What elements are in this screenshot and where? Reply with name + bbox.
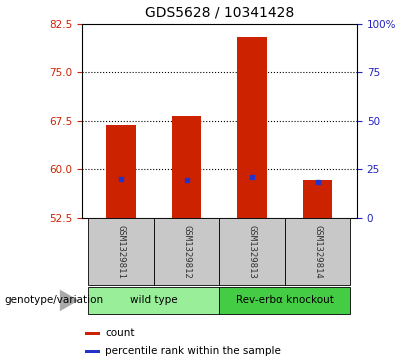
Bar [237,37,267,218]
Bar [154,218,220,285]
Bar [106,125,136,218]
Bar [89,287,220,314]
Bar [89,218,154,285]
Bar [172,115,202,218]
Text: wild type: wild type [130,295,178,305]
Bar [85,350,100,353]
Text: GSM1329812: GSM1329812 [182,224,191,278]
Bar [285,218,350,285]
Text: GSM1329813: GSM1329813 [248,224,257,278]
Text: Rev-erbα knockout: Rev-erbα knockout [236,295,334,305]
Text: percentile rank within the sample: percentile rank within the sample [105,346,281,356]
Bar [85,332,100,335]
Bar [220,218,285,285]
Text: count: count [105,328,135,338]
Polygon shape [60,290,79,311]
Bar [303,180,333,218]
Text: genotype/variation: genotype/variation [4,295,103,305]
Text: GSM1329814: GSM1329814 [313,224,322,278]
Title: GDS5628 / 10341428: GDS5628 / 10341428 [145,6,294,20]
Bar [220,287,350,314]
Text: GSM1329811: GSM1329811 [117,224,126,278]
